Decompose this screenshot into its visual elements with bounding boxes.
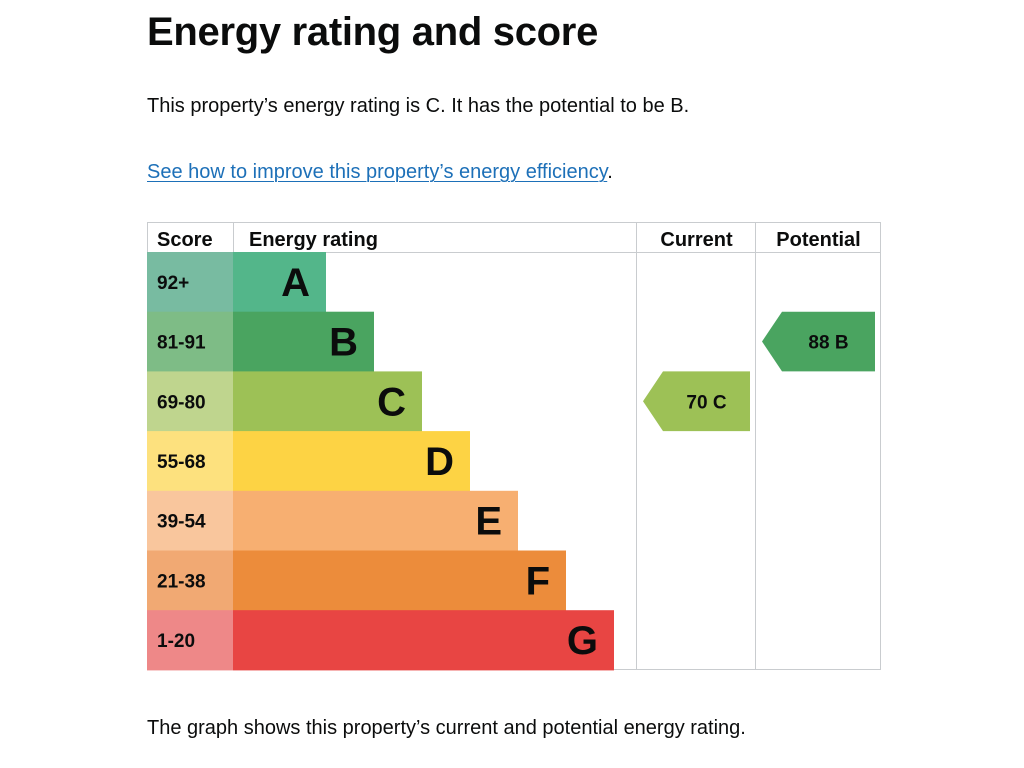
score-cell-b bbox=[147, 311, 233, 372]
chart-caption: The graph shows this property’s current … bbox=[147, 717, 746, 739]
potential-header: Potential bbox=[776, 229, 860, 251]
energy-rating-chart: Score Energy rating Current Potential 92+ A 81… bbox=[147, 222, 881, 671]
current-header: Current bbox=[660, 229, 733, 251]
rating-bar-d bbox=[233, 431, 470, 492]
score-range-c: 69-80 bbox=[157, 392, 206, 413]
score-cell-c bbox=[147, 371, 233, 432]
potential-rating-arrow bbox=[762, 311, 875, 372]
score-range-b: 81-91 bbox=[157, 333, 206, 354]
score-cell-e bbox=[147, 490, 233, 551]
score-cell-g bbox=[147, 610, 233, 671]
score-cell-f bbox=[147, 550, 233, 611]
score-range-g: 1-20 bbox=[157, 631, 195, 652]
rating-summary: This property’s energy rating is C. It h… bbox=[147, 95, 690, 117]
band-letter-f: F bbox=[526, 559, 550, 603]
improve-paragraph: See how to improve this property’s energ… bbox=[147, 158, 613, 186]
score-cell-d bbox=[147, 431, 233, 492]
improve-suffix: . bbox=[607, 161, 613, 183]
score-range-d: 55-68 bbox=[157, 452, 206, 473]
energy-rating-header: Energy rating bbox=[249, 229, 378, 251]
rating-bar-c bbox=[233, 371, 422, 432]
potential-rating-arrow-label: 88 B bbox=[808, 333, 848, 354]
band-letter-e: E bbox=[475, 500, 502, 544]
rating-bar-e bbox=[233, 490, 518, 551]
rating-bar-f bbox=[233, 550, 566, 611]
score-range-f: 21-38 bbox=[157, 571, 206, 592]
band-letter-c: C bbox=[377, 380, 406, 424]
rating-bar-b bbox=[233, 311, 374, 372]
rating-bar-g bbox=[233, 610, 614, 671]
improve-efficiency-link[interactable]: See how to improve this property’s energ… bbox=[147, 161, 608, 183]
band-letter-b: B bbox=[329, 321, 358, 365]
band-letter-a: A bbox=[281, 261, 310, 305]
band-letter-g: G bbox=[567, 619, 598, 663]
score-header: Score bbox=[157, 229, 213, 251]
band-letter-d: D bbox=[425, 440, 454, 484]
rating-bar-a bbox=[233, 252, 326, 313]
current-rating-arrow-label: 70 C bbox=[686, 392, 726, 413]
page-title: Energy rating and score bbox=[147, 10, 599, 54]
score-cell-a bbox=[147, 252, 233, 313]
score-range-e: 39-54 bbox=[157, 512, 206, 533]
score-range-a: 92+ bbox=[157, 273, 189, 294]
current-rating-arrow bbox=[643, 371, 750, 432]
